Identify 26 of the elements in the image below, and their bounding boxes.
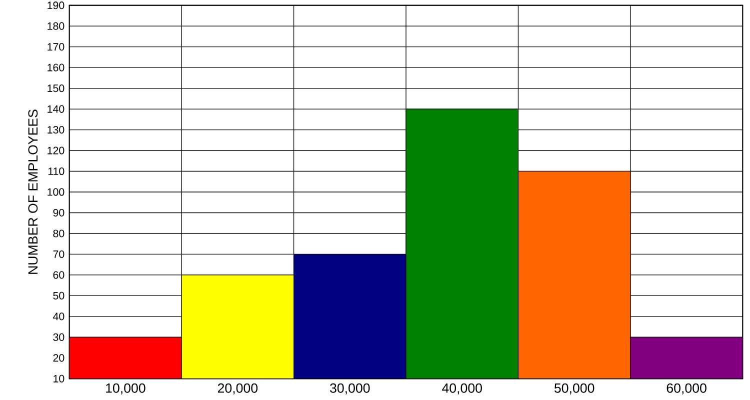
y-axis-title: NUMBER OF EMPLOYEES xyxy=(28,110,38,274)
x-tick-label: 60,000 xyxy=(666,383,706,394)
x-tick-label: 10,000 xyxy=(106,383,146,394)
x-tick-label: 40,000 xyxy=(442,383,482,394)
y-tick-label: 30 xyxy=(53,333,64,341)
y-tick-label: 90 xyxy=(53,208,64,217)
y-tick-label: 110 xyxy=(48,167,64,176)
y-tick-label: 130 xyxy=(48,126,64,134)
y-tick-label: 140 xyxy=(48,105,64,113)
x-tick-label: 30,000 xyxy=(330,383,370,394)
y-tick-label: 150 xyxy=(48,84,64,92)
y-tick-label: 40 xyxy=(53,312,64,320)
y-tick-label: 190 xyxy=(48,2,64,10)
y-tick-label: 160 xyxy=(48,64,64,72)
y-tick-label: 10 xyxy=(54,374,64,382)
y-tick-label: 120 xyxy=(48,146,64,154)
y-tick-label: 100 xyxy=(48,188,64,196)
y-tick-label: 80 xyxy=(53,230,64,238)
x-tick-label: 50,000 xyxy=(554,383,594,394)
y-tick-label: 60 xyxy=(53,271,64,279)
y-tick-label: 20 xyxy=(53,354,64,362)
y-tick-label: 70 xyxy=(53,250,64,258)
y-tick-label: 50 xyxy=(53,292,64,300)
y-tick-label: 170 xyxy=(48,43,64,51)
y-tick-label: 180 xyxy=(48,22,64,30)
x-tick-label: 20,000 xyxy=(218,383,258,394)
